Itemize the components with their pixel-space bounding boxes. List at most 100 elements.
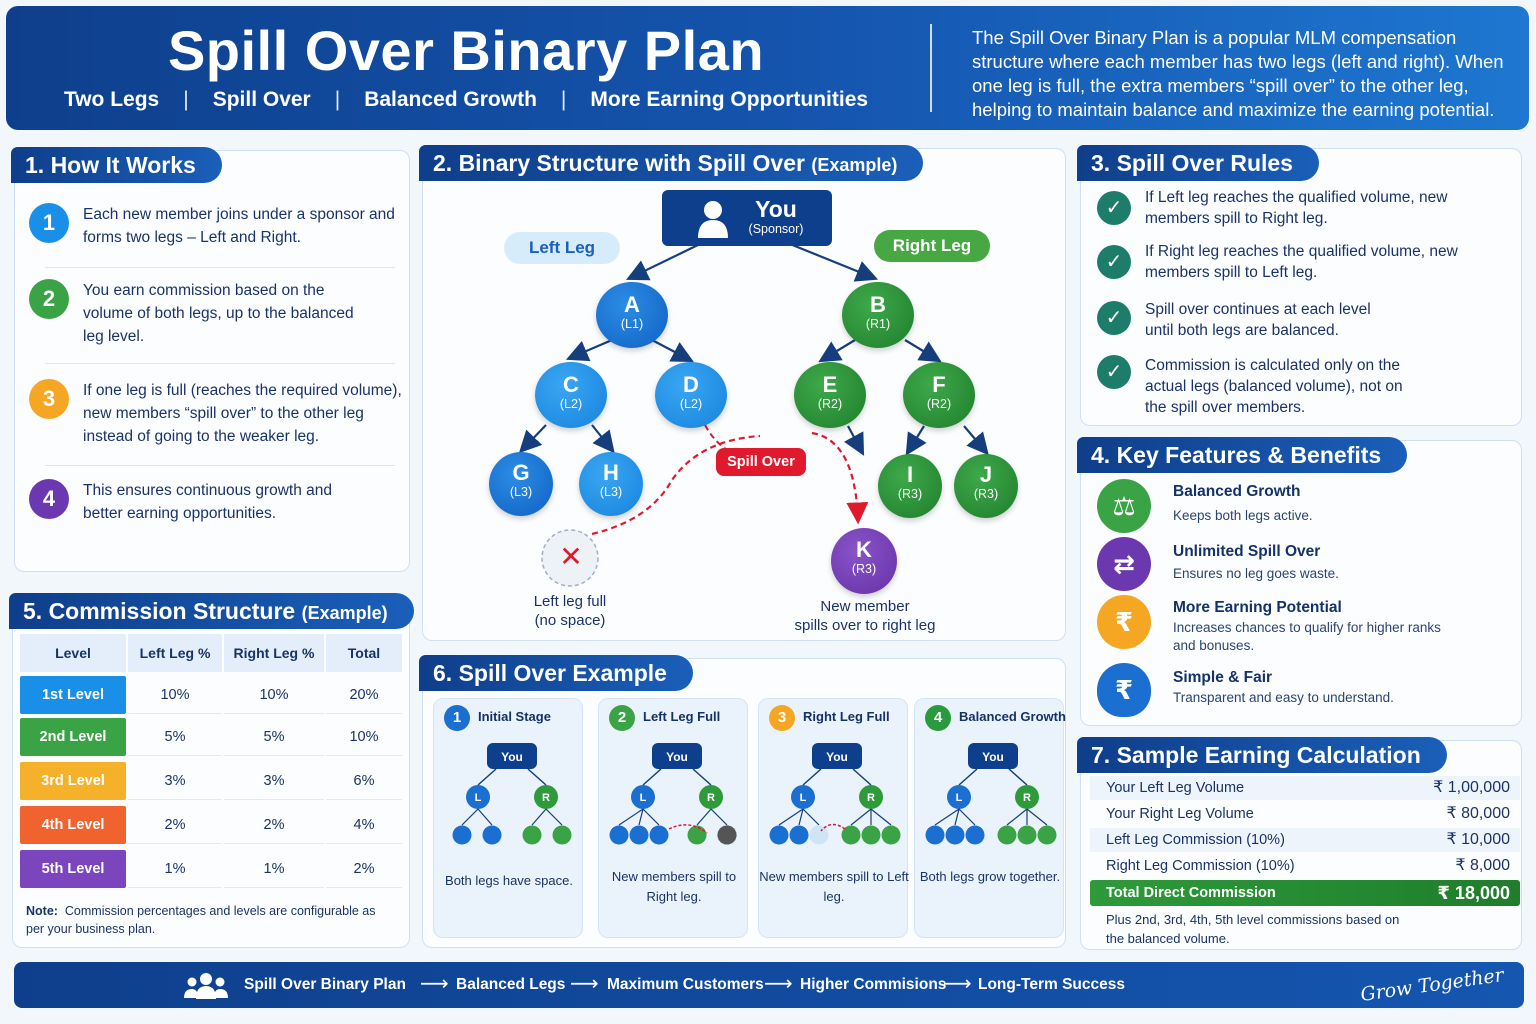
mini-member-node xyxy=(809,825,829,845)
mini-member-node xyxy=(841,825,861,845)
table-cell: 3% xyxy=(128,762,222,800)
node-e: E (R2) xyxy=(794,362,866,428)
footer-slogan: Grow Together xyxy=(1359,964,1506,1006)
example-step-title: Left Leg Full xyxy=(643,709,721,724)
mini-left-node xyxy=(791,785,815,809)
person-icon xyxy=(698,201,728,238)
mini-connector xyxy=(545,808,563,826)
spill-over-rules-panel: 3. Spill Over Rules ✓ If Left leg reache… xyxy=(1077,145,1522,426)
level-badge: 3rd Level xyxy=(20,762,126,800)
level-badge: 4th Level xyxy=(20,806,126,844)
rule-text: If Right leg reaches the qualified volum… xyxy=(1145,243,1458,281)
example-step-desc: New members spill to Right leg. xyxy=(611,869,737,904)
feature-desc: Ensures no leg goes waste. xyxy=(1173,566,1339,581)
mini-right-label: R xyxy=(867,792,875,804)
mini-member-node xyxy=(997,825,1017,845)
table-cell: 5% xyxy=(128,718,222,756)
mini-connector xyxy=(958,768,1028,786)
mini-right-label: R xyxy=(1023,792,1031,804)
example-step-number: 1 xyxy=(444,705,470,731)
features-panel: 4. Key Features & Benefits ⚖ Balanced Gr… xyxy=(1077,437,1522,726)
rule-text: If Left leg reaches the qualified volume… xyxy=(1145,189,1448,227)
mini-connector xyxy=(461,808,479,826)
calc-row: Right Leg Commission (10%) ₹ 8,000 xyxy=(1106,857,1510,874)
footer-item: Maximum Customers xyxy=(607,976,764,993)
example-step-desc: Both legs grow together. xyxy=(919,869,1061,884)
mini-you-label: You xyxy=(666,750,688,764)
mini-right-node xyxy=(699,785,723,809)
step-number: 2 xyxy=(29,279,69,319)
feature-desc: Keeps both legs active. xyxy=(1173,508,1313,523)
mini-member-node xyxy=(522,825,542,845)
node-h: H (L3) xyxy=(579,452,643,516)
tag-two-legs: Two Legs xyxy=(63,88,160,111)
feature-title: Balanced Growth xyxy=(1173,483,1301,500)
mini-connector xyxy=(850,808,872,826)
level-badge: 2nd Level xyxy=(20,718,126,756)
cross-icon: ✕ xyxy=(559,541,583,572)
money-bag-icon: ₹ xyxy=(1097,595,1151,649)
mini-member-node xyxy=(1037,825,1057,845)
example-card: 1 Initial Stage You L R Both legs have space. xyxy=(433,698,583,938)
check-icon: ✓ xyxy=(1097,191,1131,225)
tagline: Two Legs | Spill Over | Balanced Growth | More… xyxy=(6,88,926,112)
footer-item: Balanced Legs xyxy=(456,976,566,993)
example-card: 3 Right Leg Full You L R New members spill to… xyxy=(758,698,909,938)
mini-member-node xyxy=(687,825,707,845)
commission-title: 5. Commission Structure (Example) xyxy=(9,593,414,629)
tag-separator: | xyxy=(183,88,189,111)
tag-spill-over: Spill Over xyxy=(212,88,311,111)
rules-title: 3. Spill Over Rules xyxy=(1077,145,1319,181)
mini-spill-arrow xyxy=(820,823,846,832)
node-a: A (L1) xyxy=(596,282,668,348)
node-d: D (L2) xyxy=(655,362,727,428)
table-cell: 2% xyxy=(224,806,324,844)
page-title: Spill Over Binary Plan xyxy=(167,19,765,82)
table-cell: 6% xyxy=(326,762,402,800)
spill-over-badge: Spill Over xyxy=(716,448,806,476)
level-badge: 1st Level xyxy=(20,676,126,714)
table-cell: 10% xyxy=(326,718,402,756)
mini-connector xyxy=(934,808,960,826)
table-cell: 20% xyxy=(326,676,402,714)
group-people-icon xyxy=(184,973,228,999)
check-icon: ✓ xyxy=(1097,355,1131,389)
example-step-number: 4 xyxy=(925,705,951,731)
arrow-right-icon: ⟶ xyxy=(764,973,793,995)
binary-structure-title: 2. Binary Structure with Spill Over (Exa… xyxy=(419,145,924,181)
mini-tree: You L R xyxy=(452,743,572,845)
step-text: This ensures continuous growth and bette… xyxy=(83,482,333,522)
arrow-right-icon: ⟶ xyxy=(943,973,972,995)
mini-connector xyxy=(778,808,804,826)
mini-member-node xyxy=(452,825,472,845)
mini-connector xyxy=(798,808,804,826)
how-it-works-panel: 1. How It Works 1 Each new member joins … xyxy=(11,147,410,572)
calc-row: Your Left Leg Volume ₹ 1,00,000 xyxy=(1090,776,1520,800)
table-cell: 3% xyxy=(224,762,324,800)
header-description: The Spill Over Binary Plan is a popular … xyxy=(972,27,1504,120)
node-g: G (L3) xyxy=(489,452,553,516)
mini-connector xyxy=(870,808,892,826)
mini-left-label: L xyxy=(640,792,647,804)
footer-bar: Spill Over Binary Plan ⟶ Balanced Legs ⟶… xyxy=(14,962,1524,1008)
scale-icon: ⚖ xyxy=(1097,479,1151,533)
mini-member-node xyxy=(789,825,809,845)
mini-tree: You L R xyxy=(769,743,901,845)
mini-member-node xyxy=(552,825,572,845)
tag-more-earning: More Earning Opportunities xyxy=(590,88,869,111)
mini-member-node xyxy=(482,825,502,845)
tag-balanced-growth: Balanced Growth xyxy=(364,88,537,111)
mini-member-node xyxy=(1017,825,1037,845)
table-cell: 10% xyxy=(224,676,324,714)
how-it-works-title: 1. How It Works xyxy=(11,147,222,183)
mini-member-node xyxy=(769,825,789,845)
mini-member-node xyxy=(649,825,669,845)
mini-connector xyxy=(531,808,547,826)
shield-rupee-icon: ₹ xyxy=(1097,663,1151,717)
calc-row: Left Leg Commission (10%) ₹ 10,000 xyxy=(1090,828,1520,852)
mini-right-node xyxy=(1015,785,1039,809)
left-full-caption: Left leg full (no space) xyxy=(533,593,607,629)
node-k: K (R3) xyxy=(831,528,897,594)
step-text: Each new member joins under a sponsor an… xyxy=(83,206,395,246)
mini-connector xyxy=(618,808,644,826)
